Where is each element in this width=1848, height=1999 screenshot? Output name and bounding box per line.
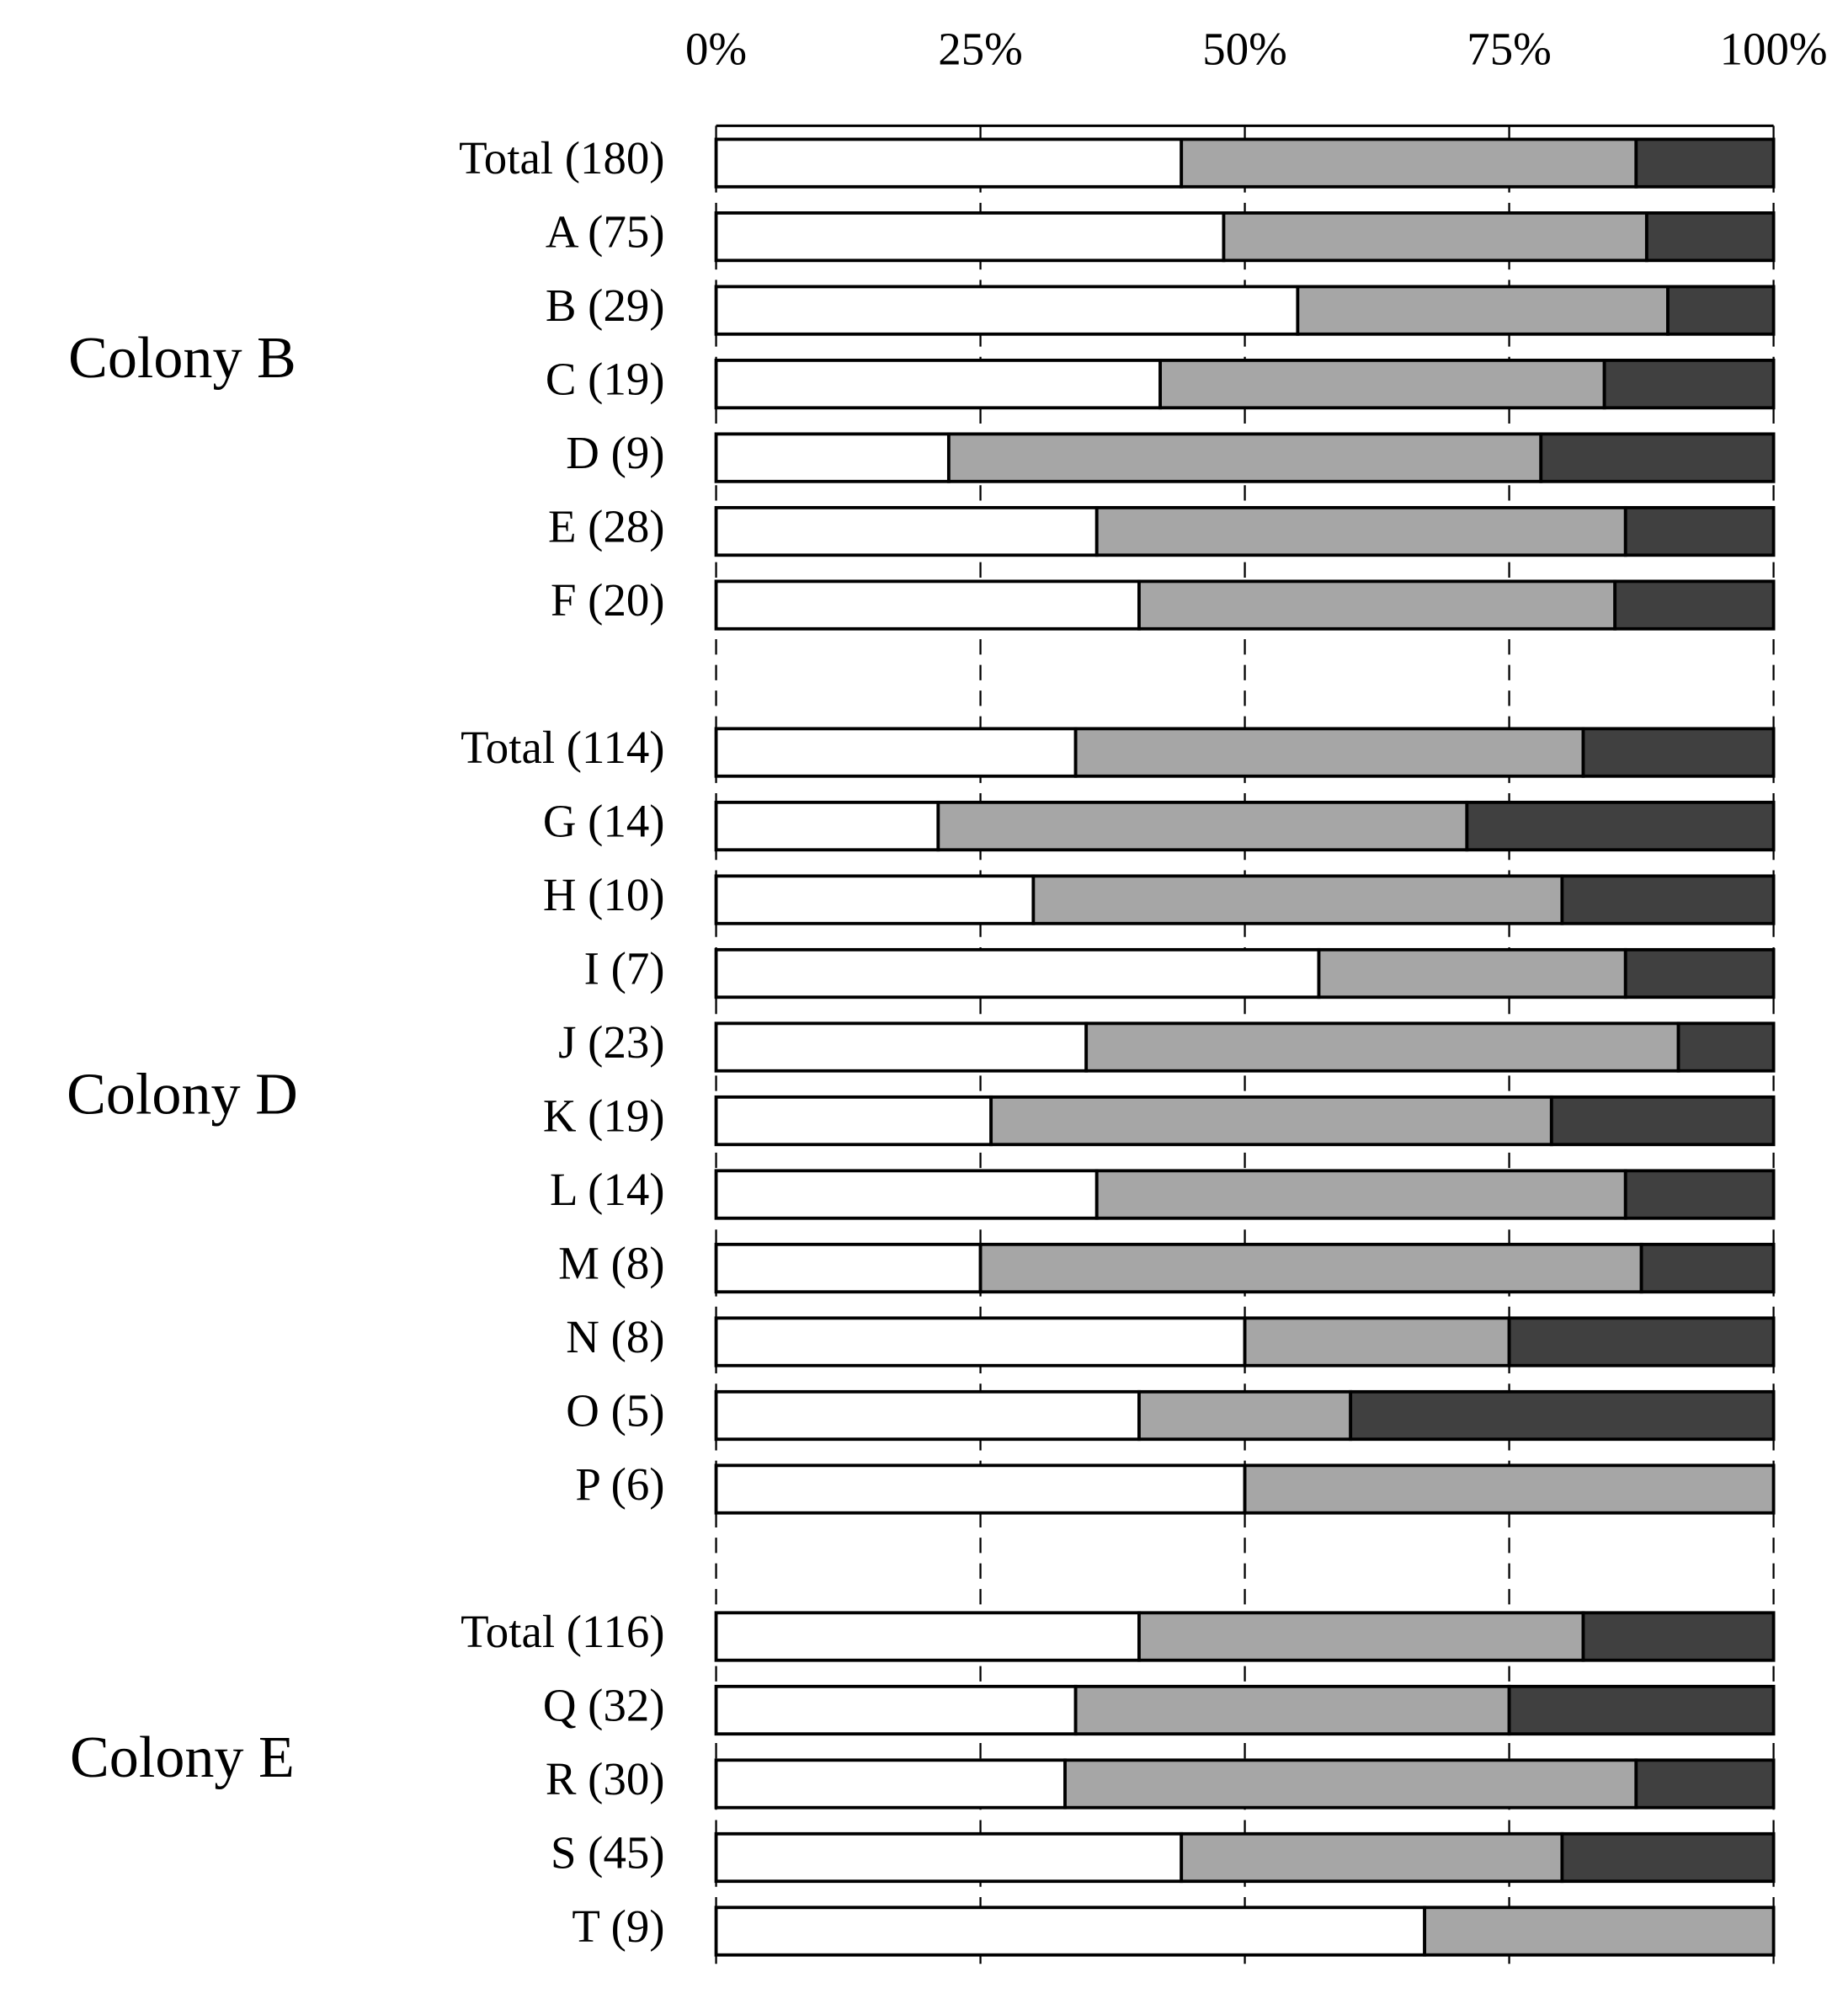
category-label: L (14) (550, 1164, 665, 1215)
bar-segment (1180, 137, 1638, 189)
bar-segment (1549, 1095, 1776, 1147)
bar-segment (1676, 1021, 1776, 1073)
category-label: D (9) (566, 427, 664, 478)
x-tick-label: 25% (938, 24, 1023, 75)
category-label: F (20) (551, 574, 665, 626)
bar-segment (1634, 137, 1776, 189)
category-label: A (75) (546, 206, 665, 258)
bar-segment (714, 1831, 1184, 1884)
category-label: Q (32) (543, 1680, 665, 1731)
category-label: C (19) (546, 354, 665, 405)
category-label: G (14) (543, 796, 665, 847)
bar-segment (1423, 1906, 1776, 1957)
bar-segment (1507, 1316, 1776, 1367)
bar-segment (714, 1169, 1099, 1220)
x-tick-label: 75% (1467, 24, 1552, 75)
bar-segment (714, 1611, 1141, 1662)
category-label: R (30) (546, 1753, 665, 1804)
bar-segment (714, 1021, 1089, 1073)
bar-segment (1084, 1021, 1680, 1073)
bar-segment (1581, 727, 1776, 778)
panel-title: Colony D (67, 1063, 298, 1127)
bar-segment (1094, 505, 1627, 557)
bar-segment (714, 800, 940, 852)
category-label: H (10) (543, 869, 665, 920)
bar-segment (989, 1095, 1553, 1147)
bar-segment (1560, 874, 1776, 925)
bar-segment (1031, 874, 1564, 925)
bar-segment (714, 285, 1300, 336)
bar-segment (936, 800, 1469, 852)
bar-segment (1137, 579, 1617, 631)
bar-segment (1317, 947, 1627, 1000)
bar-segment (1507, 1684, 1776, 1736)
bar-segment (978, 1242, 1643, 1294)
bar-segment (1073, 727, 1585, 778)
category-label: T (9) (572, 1900, 664, 1952)
bar-segment (714, 874, 1036, 925)
category-label: M (8) (558, 1238, 664, 1289)
bar-segment (714, 1316, 1247, 1367)
category-label: Total (116) (461, 1606, 664, 1657)
bar-segment (1639, 1242, 1776, 1294)
category-label: Total (114) (461, 722, 664, 773)
bar-segment (1623, 947, 1776, 1000)
bar-segment (1243, 1463, 1776, 1515)
bar-segment (1137, 1389, 1353, 1442)
bar-segment (1243, 1316, 1511, 1367)
bar-segment (946, 432, 1543, 483)
bar-segment (1296, 285, 1670, 336)
x-tick-label: 50% (1202, 24, 1287, 75)
bar-segment (714, 1906, 1427, 1957)
bar-segment (1222, 211, 1648, 263)
bar-segment (1644, 211, 1776, 263)
panel-title: Colony B (68, 326, 296, 391)
bar-segment (714, 1684, 1078, 1736)
bar-segment (1623, 1169, 1776, 1220)
bar-segment (1560, 1831, 1776, 1884)
x-tick-label: 0% (685, 24, 747, 75)
bar-segment (714, 579, 1141, 631)
bar-segment (1602, 358, 1776, 410)
bar-segment (1613, 579, 1776, 631)
bar-segment (1158, 358, 1606, 410)
category-label: N (8) (566, 1311, 664, 1362)
bar-segment (1137, 1611, 1585, 1662)
bar-segment (1634, 1758, 1776, 1810)
bar-segment (714, 211, 1226, 263)
category-label: B (29) (546, 280, 665, 331)
bar-segment (1063, 1758, 1638, 1810)
bar-segment (714, 1463, 1247, 1515)
bar-segment (714, 137, 1184, 189)
category-label: P (6) (575, 1458, 664, 1510)
category-label: Total (180) (459, 132, 664, 184)
bar-segment (714, 505, 1099, 557)
category-label: I (7) (584, 943, 665, 994)
bar-segment (714, 358, 1162, 410)
category-label: O (5) (566, 1385, 664, 1437)
panel-title: Colony E (70, 1725, 295, 1790)
bar-segment (1666, 285, 1776, 336)
x-tick-label: 100% (1720, 24, 1828, 75)
bar-segment (1180, 1831, 1564, 1884)
bar-segment (1581, 1611, 1776, 1662)
category-label: E (28) (548, 501, 665, 552)
category-label: J (23) (558, 1016, 664, 1068)
category-label: K (19) (543, 1090, 665, 1142)
bar-segment (1539, 432, 1776, 483)
bar-segment (714, 947, 1321, 1000)
bar-segment (1623, 505, 1776, 557)
bar-segment (1094, 1169, 1627, 1220)
bar-segment (1465, 800, 1776, 852)
bar-segment (714, 1242, 983, 1294)
bar-segment (714, 1389, 1141, 1442)
bar-segment (714, 727, 1078, 778)
bar-segment (714, 432, 951, 483)
bar-segment (714, 1095, 993, 1147)
bar-segment (1349, 1389, 1776, 1442)
category-label: S (45) (551, 1827, 665, 1879)
bar-segment (1073, 1684, 1511, 1736)
bar-segment (714, 1758, 1067, 1810)
